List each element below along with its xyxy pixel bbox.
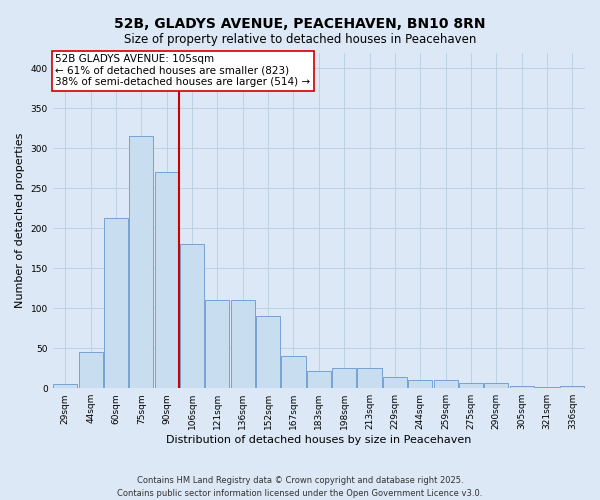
Bar [307,370,331,388]
Text: 52B GLADYS AVENUE: 105sqm
← 61% of detached houses are smaller (823)
38% of semi: 52B GLADYS AVENUE: 105sqm ← 61% of detac… [55,54,310,88]
Bar [484,384,508,388]
Bar [180,244,204,388]
Bar [155,172,179,388]
Bar [130,136,154,388]
Bar [79,352,103,388]
X-axis label: Distribution of detached houses by size in Peacehaven: Distribution of detached houses by size … [166,435,472,445]
Bar [383,377,407,388]
Bar [53,384,77,388]
Bar [408,380,432,388]
Bar [256,316,280,388]
Bar [231,300,255,388]
Bar [509,386,533,388]
Bar [434,380,458,388]
Bar [332,368,356,388]
Bar [459,384,483,388]
Bar [560,386,584,388]
Bar [281,356,305,388]
Y-axis label: Number of detached properties: Number of detached properties [15,132,25,308]
Bar [358,368,382,388]
Text: 52B, GLADYS AVENUE, PEACEHAVEN, BN10 8RN: 52B, GLADYS AVENUE, PEACEHAVEN, BN10 8RN [114,18,486,32]
Text: Size of property relative to detached houses in Peacehaven: Size of property relative to detached ho… [124,32,476,46]
Text: Contains HM Land Registry data © Crown copyright and database right 2025.
Contai: Contains HM Land Registry data © Crown c… [118,476,482,498]
Bar [205,300,229,388]
Bar [104,218,128,388]
